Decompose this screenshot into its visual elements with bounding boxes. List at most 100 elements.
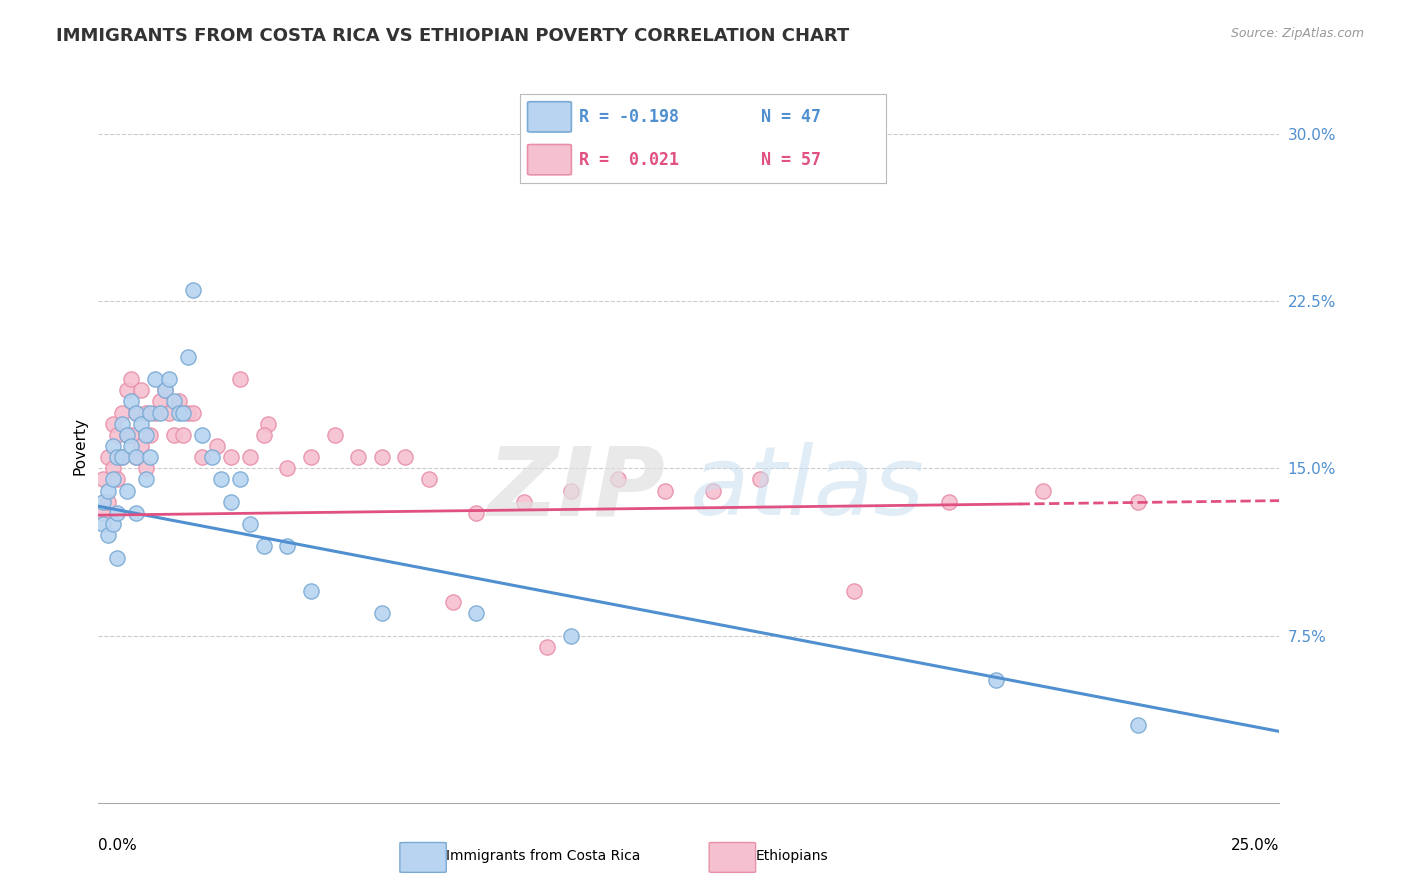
Point [560,483,582,498]
Point [1126,717,1149,731]
Point [219,494,242,508]
Point [101,461,124,475]
Point [536,640,558,654]
Point [97,528,120,542]
Text: Ethiopians: Ethiopians [755,849,828,863]
Point [299,583,322,598]
Point [101,473,124,487]
Point [844,583,866,598]
Point [121,372,143,386]
Point [135,427,157,442]
Point [219,450,242,464]
Point [253,427,276,442]
Y-axis label: Poverty: Poverty [72,417,87,475]
Point [347,450,370,464]
Point [257,417,280,431]
Point [129,384,152,398]
Point [111,450,134,464]
Point [101,439,124,453]
Point [172,427,194,442]
Point [239,450,262,464]
Point [105,427,128,442]
Point [125,450,148,464]
Point [239,516,262,531]
Point [111,405,134,419]
Point [371,450,394,464]
Point [229,372,252,386]
Point [205,439,228,453]
Text: 0.0%: 0.0% [98,838,138,854]
Point [276,461,298,475]
FancyBboxPatch shape [399,842,446,872]
Point [157,372,180,386]
Point [418,473,440,487]
Point [984,673,1007,687]
Point [105,550,128,565]
Point [253,539,276,553]
Point [394,450,416,464]
Text: N = 47: N = 47 [762,108,821,126]
Point [91,506,114,520]
Point [121,439,143,453]
Point [172,405,194,419]
Text: Immigrants from Costa Rica: Immigrants from Costa Rica [446,849,641,863]
Point [163,394,186,409]
Point [91,494,114,508]
Point [177,405,200,419]
FancyBboxPatch shape [527,102,571,132]
Text: N = 57: N = 57 [762,151,821,169]
Point [149,405,172,419]
Point [157,405,180,419]
Point [167,405,190,419]
Point [441,595,464,609]
Text: IMMIGRANTS FROM COSTA RICA VS ETHIOPIAN POVERTY CORRELATION CHART: IMMIGRANTS FROM COSTA RICA VS ETHIOPIAN … [56,27,849,45]
Point [115,427,138,442]
Point [938,494,960,508]
Point [105,506,128,520]
Point [167,394,190,409]
Point [101,417,124,431]
Point [101,516,124,531]
Point [181,405,204,419]
Point [229,473,252,487]
Point [105,450,128,464]
Point [702,483,724,498]
Text: Source: ZipAtlas.com: Source: ZipAtlas.com [1230,27,1364,40]
Point [97,483,120,498]
Point [125,450,148,464]
Point [607,473,630,487]
Point [465,607,488,621]
FancyBboxPatch shape [709,842,755,872]
Point [115,384,138,398]
Point [1032,483,1054,498]
FancyBboxPatch shape [527,145,571,175]
Point [654,483,676,498]
Point [149,394,172,409]
Point [135,405,157,419]
Point [323,427,346,442]
Point [115,427,138,442]
Point [125,405,148,419]
Point [91,516,114,531]
Point [121,427,143,442]
Point [135,473,157,487]
Point [153,384,176,398]
Point [1126,494,1149,508]
Point [153,384,176,398]
Point [163,427,186,442]
Point [105,473,128,487]
Point [129,417,152,431]
Point [143,405,166,419]
Point [209,473,232,487]
Point [143,372,166,386]
Text: atlas: atlas [689,442,924,535]
Point [129,439,152,453]
Point [139,450,162,464]
Point [139,427,162,442]
Point [111,450,134,464]
Point [177,350,200,364]
Point [181,283,204,297]
Point [135,461,157,475]
Point [560,628,582,642]
Point [191,427,214,442]
